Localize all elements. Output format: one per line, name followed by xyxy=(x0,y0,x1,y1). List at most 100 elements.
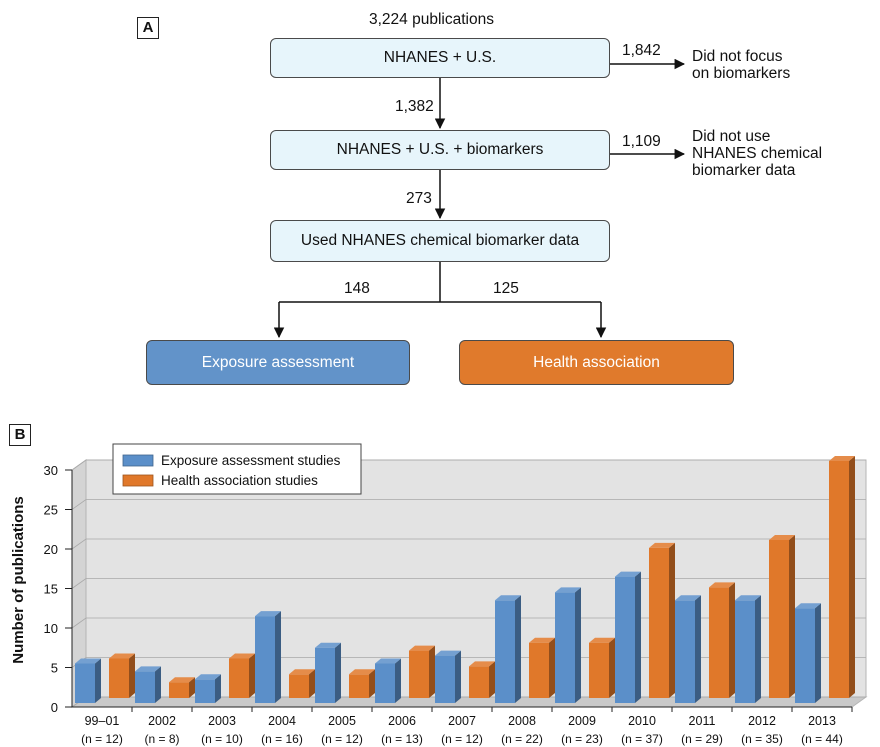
bar-side xyxy=(249,653,255,698)
x-n-label: (n = 12) xyxy=(321,732,363,746)
bar-health-99–01 xyxy=(109,653,135,698)
bar-top xyxy=(469,661,495,667)
bar-front xyxy=(769,540,789,698)
x-category-label: 2009 xyxy=(568,714,596,728)
bar-exposure-2003 xyxy=(195,674,221,703)
bar-front xyxy=(589,642,609,698)
gridline xyxy=(71,538,866,550)
bar-top xyxy=(169,677,195,683)
bar-top xyxy=(109,653,135,659)
bar-health-2011 xyxy=(709,582,735,698)
bar-top xyxy=(829,456,855,461)
y-axis-title: Number of publications xyxy=(10,496,27,664)
bar-exposure-2002 xyxy=(135,666,161,703)
bar-top xyxy=(529,637,555,643)
flow-connectors xyxy=(273,58,686,339)
bar-side xyxy=(215,674,221,703)
bar-front xyxy=(435,655,455,703)
bar-top xyxy=(709,582,735,588)
bar-front xyxy=(229,658,249,698)
bar-top xyxy=(615,571,641,577)
x-category-label: 2005 xyxy=(328,714,356,728)
reason-no-chemical-data: Did not use NHANES chemical biomarker da… xyxy=(692,128,823,179)
bar-side xyxy=(729,582,735,698)
bar-front xyxy=(709,587,729,698)
bar-front xyxy=(555,592,575,703)
bar-side xyxy=(549,637,555,698)
bar-top xyxy=(375,658,401,664)
reason-no-biomarker-focus: Did not focus on biomarkers xyxy=(692,48,791,82)
bar-exposure-2006 xyxy=(375,658,401,703)
bar-front xyxy=(675,600,695,703)
bar-top xyxy=(75,658,101,664)
bar-front xyxy=(649,547,669,698)
bar-health-2005 xyxy=(349,669,375,698)
bar-side xyxy=(789,535,795,698)
x-category-label: 2008 xyxy=(508,714,536,728)
bar-health-2009 xyxy=(589,637,615,698)
x-n-label: (n = 8) xyxy=(144,732,179,746)
bar-front xyxy=(255,616,275,703)
bar-top xyxy=(349,669,375,675)
bar-health-2012 xyxy=(769,535,795,698)
x-n-label: (n = 44) xyxy=(801,732,843,746)
box-used-chemical-biomarker-data: Used NHANES chemical biomarker data xyxy=(270,220,610,262)
bar-health-2010 xyxy=(649,542,675,698)
bar-side xyxy=(849,456,855,698)
bar-exposure-2005 xyxy=(315,642,341,703)
bar-health-2004 xyxy=(289,669,315,698)
count-273: 273 xyxy=(406,190,432,207)
bar-exposure-2007 xyxy=(435,650,461,703)
bar-top xyxy=(195,674,221,680)
bar-side xyxy=(635,571,641,703)
x-category-label: 99–01 xyxy=(85,714,120,728)
bar-side xyxy=(815,603,821,703)
bar-top xyxy=(255,611,281,617)
bar-side xyxy=(695,595,701,703)
bar-top xyxy=(435,650,461,656)
bar-front xyxy=(315,647,335,703)
bar-front xyxy=(75,663,95,703)
x-n-label: (n = 37) xyxy=(621,732,663,746)
count-125: 125 xyxy=(493,280,519,297)
count-148: 148 xyxy=(344,280,370,297)
gridline xyxy=(71,499,866,510)
x-category-label: 2003 xyxy=(208,714,236,728)
count-1382: 1,382 xyxy=(395,98,434,115)
bar-side xyxy=(575,587,581,703)
bar-side xyxy=(669,542,675,698)
legend-box xyxy=(112,443,362,495)
bar-top xyxy=(409,645,435,651)
bar-health-2013 xyxy=(829,456,855,698)
bar-exposure-2012 xyxy=(735,595,761,703)
x-category-label: 2011 xyxy=(689,714,716,728)
y-tick-label: 5 xyxy=(51,661,58,676)
x-n-label: (n = 29) xyxy=(681,732,723,746)
gridline xyxy=(71,617,866,629)
x-category-label: 2013 xyxy=(808,714,836,728)
bar-front xyxy=(195,679,215,703)
bar-side xyxy=(515,595,521,703)
panel-a-label: A xyxy=(137,17,159,39)
bar-front xyxy=(469,666,489,698)
bar-health-2002 xyxy=(169,677,195,698)
bar-side xyxy=(489,661,495,698)
y-tick-label: 0 xyxy=(51,700,58,715)
bar-health-2006 xyxy=(409,645,435,698)
bar-exposure-2010 xyxy=(615,571,641,703)
x-n-label: (n = 12) xyxy=(81,732,123,746)
x-n-label: (n = 13) xyxy=(381,732,423,746)
bar-front xyxy=(829,461,849,698)
x-n-label: (n = 23) xyxy=(561,732,603,746)
bar-top xyxy=(495,595,521,601)
x-n-label: (n = 35) xyxy=(741,732,783,746)
x-category-label: 2004 xyxy=(268,714,296,728)
legend-swatch xyxy=(122,454,154,467)
bar-health-2003 xyxy=(229,653,255,698)
bar-exposure-2004 xyxy=(255,611,281,703)
bar-top xyxy=(735,595,761,601)
x-n-label: (n = 16) xyxy=(261,732,303,746)
bar-front xyxy=(375,663,395,703)
bar-health-2007 xyxy=(469,661,495,698)
